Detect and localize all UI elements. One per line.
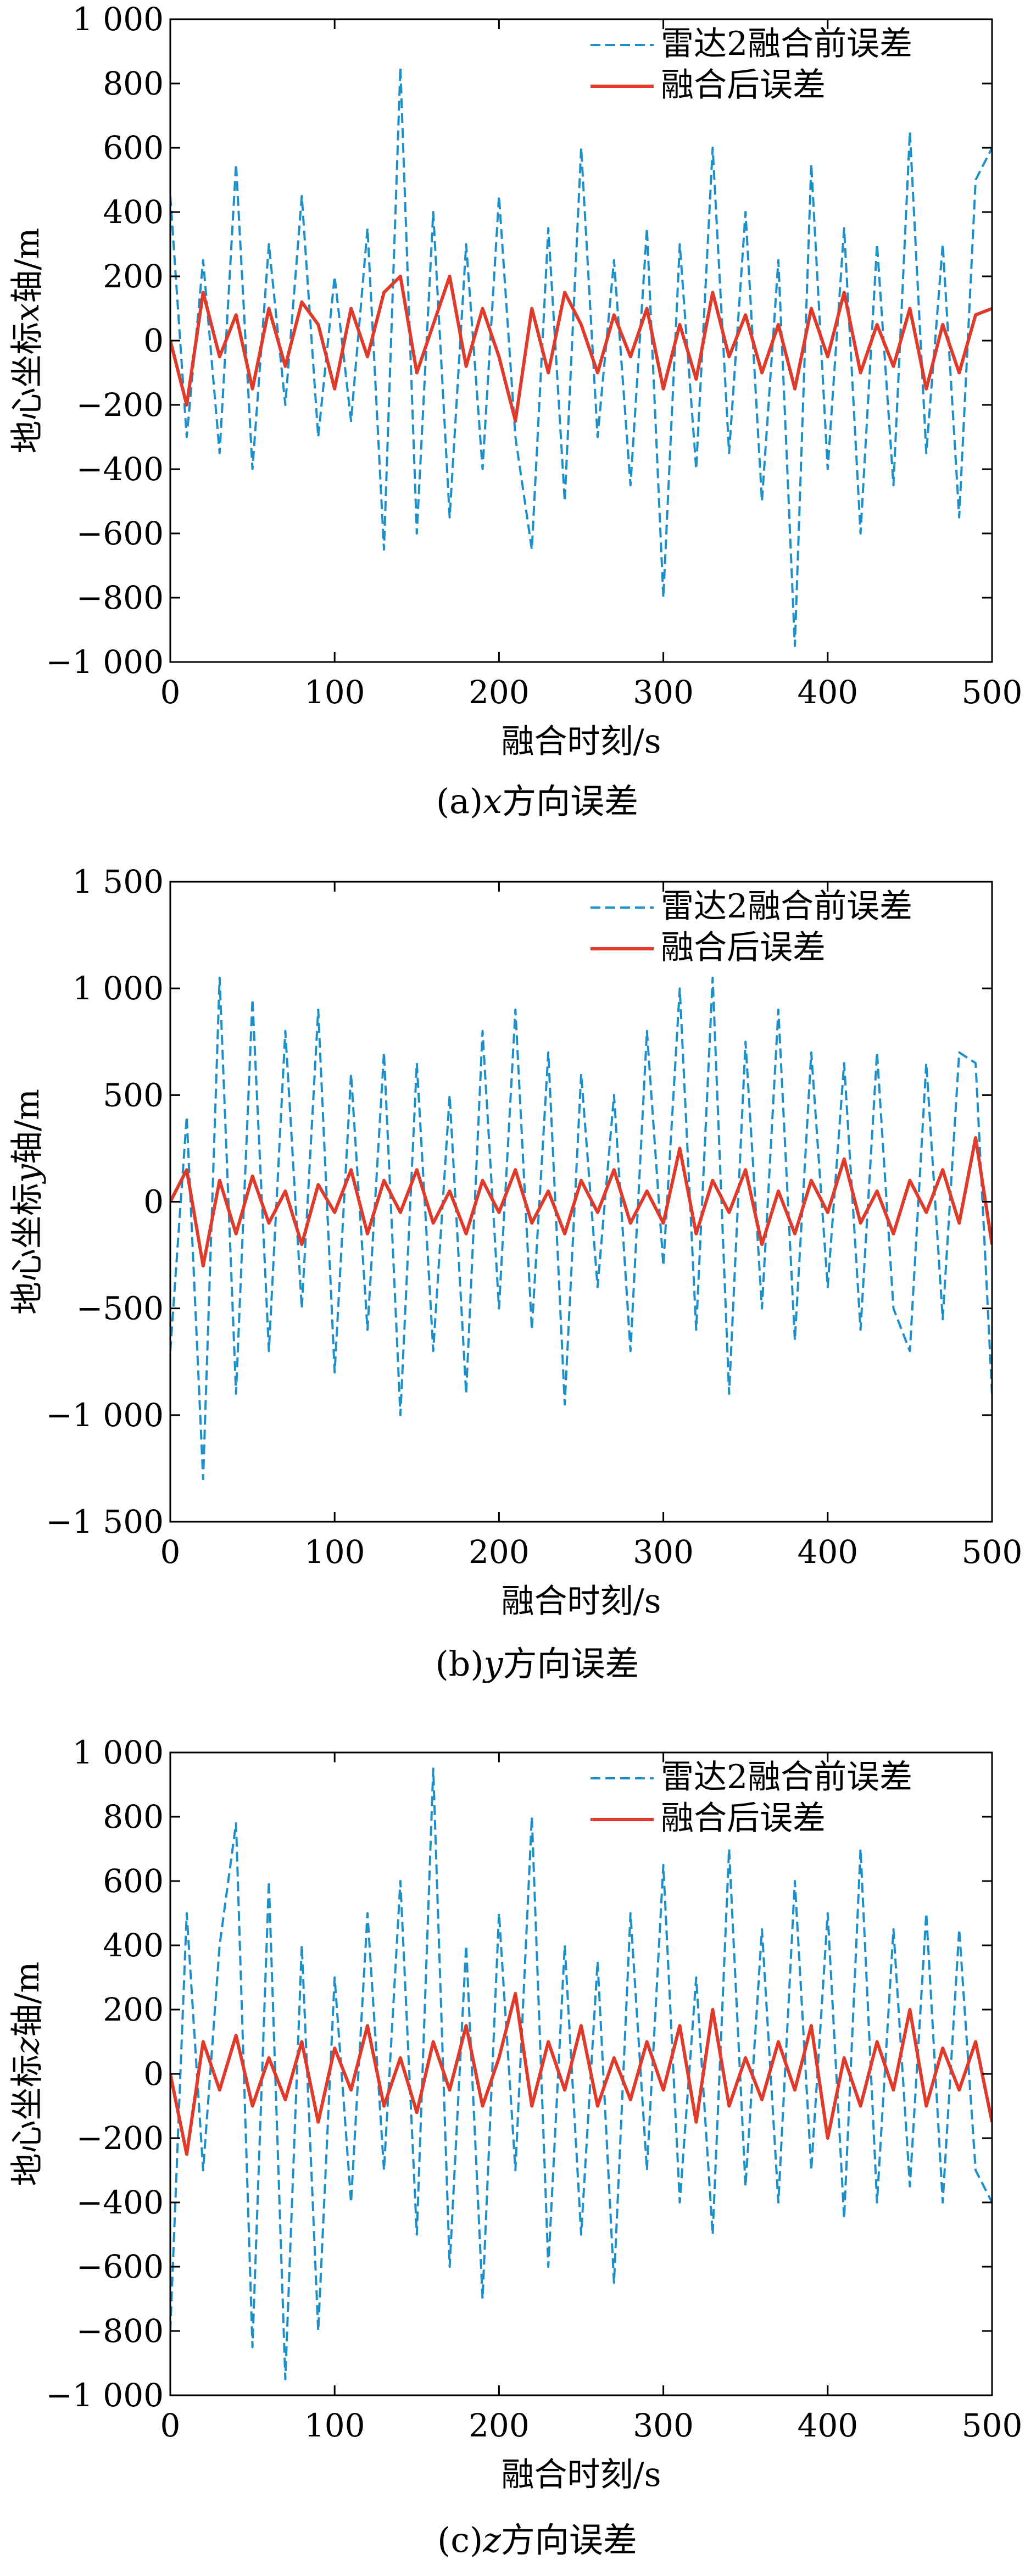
y-axis-label: 地心坐标z轴/m [8,1962,47,2186]
y-axis-label: 地心坐标x轴/m [8,228,47,454]
x-tick-label: 500 [962,2407,1023,2444]
y-tick-label: 500 [103,1076,164,1114]
y-axis-label-suffix: 轴/m [8,228,47,303]
y-tick-label: −800 [76,2312,164,2350]
caption-suffix: 方向误差 [501,2520,637,2560]
x-tick-label: 0 [160,674,181,711]
y-tick-label: 0 [143,322,164,359]
figure-caption: (a)x方向误差 [436,781,638,821]
y-tick-label: 400 [103,1927,164,1964]
caption-suffix: 方向误差 [503,1644,639,1684]
series-line-after-fusion [170,275,992,423]
y-tick-label: −200 [76,2119,164,2157]
chart-panel-z: 0 100 200 300 400 500 −1 000 −800 −600 −400 −200 0 2… [8,1734,1022,2560]
x-tick-label: 300 [633,674,694,711]
legend-label: 融合后误差 [661,66,826,104]
x-tick-label: 300 [633,1533,694,1571]
y-tick-label: −1 000 [46,1397,164,1434]
caption-prefix: (b) [435,1644,483,1684]
legend-label: 雷达2融合前误差 [661,1758,912,1796]
x-tick-label: 200 [469,674,530,711]
y-axis-label-prefix: 地心坐标 [8,2054,47,2186]
y-tick-label: −400 [76,2184,164,2221]
y-axis-label-suffix: 轴/m [8,1089,47,1164]
caption-suffix: 方向误差 [502,781,638,821]
x-tick-label: 500 [962,674,1023,711]
y-tick-label: 1 000 [73,1,164,38]
y-tick-label: 800 [103,1798,164,1835]
y-axis-label-suffix: 轴/m [8,1962,47,2037]
plot-area [170,66,992,647]
x-tick-label: 400 [797,674,858,711]
x-tick-label: 500 [962,1533,1023,1571]
y-tick-label: 0 [143,1183,164,1221]
y-tick-label: −1 000 [46,2377,164,2414]
x-tick-label: 100 [304,674,365,711]
legend-label: 雷达2融合前误差 [661,25,912,63]
x-tick-label: 400 [797,1533,858,1571]
x-tick-label: 400 [797,2407,858,2444]
x-tick-label: 200 [469,2407,530,2444]
y-tick-label: −500 [76,1290,164,1327]
y-axis-label-var: x [8,303,47,322]
series-line-radar2-before [170,976,992,1481]
y-tick-label: 200 [103,258,164,295]
y-axis-label-prefix: 地心坐标 [8,1183,47,1315]
caption-prefix: (a) [436,781,483,821]
x-tick-label: 100 [304,1533,365,1571]
y-tick-label: 0 [143,2055,164,2093]
x-tick-label: 0 [160,2407,181,2444]
y-tick-label: 600 [103,129,164,166]
y-tick-label: 1 000 [73,970,164,1007]
y-axis-label-prefix: 地心坐标 [8,321,47,453]
x-axis-label: 融合时刻/s [501,722,661,761]
x-axis-label: 融合时刻/s [501,2456,661,2494]
x-tick-label: 200 [469,1533,530,1571]
chart-panel-x: 0 100 200 300 400 500 −1 000 −800 −600 −400 −200 0 2… [8,1,1022,821]
figure-caption: (b)y方向误差 [435,1644,639,1684]
legend-label: 融合后误差 [661,1799,826,1838]
y-axis-label-var: z [8,2037,47,2055]
y-tick-label: 1 000 [73,1734,164,1771]
legend-label: 雷达2融合前误差 [661,887,912,926]
caption-var: y [482,1644,504,1684]
chart-panel-y: 0 100 200 300 400 500 −1 500 −1 000 −500 0 500 1 00… [8,863,1022,1684]
x-tick-label: 100 [304,2407,365,2444]
legend-label: 融合后误差 [661,928,826,967]
caption-prefix: (c) [437,2520,483,2560]
plot-area [170,1767,992,2380]
figure-caption: (c)z方向误差 [437,2520,637,2560]
series-line-radar2-before [170,66,992,647]
y-tick-label: −800 [76,579,164,616]
series-line-after-fusion [170,1991,992,2156]
y-tick-label: 600 [103,1862,164,1900]
y-tick-label: 400 [103,193,164,231]
y-axis-label-var: y [8,1164,47,1184]
axes-frame [169,881,993,1523]
caption-var: z [482,2520,501,2560]
y-tick-label: 200 [103,1991,164,2028]
x-tick-label: 300 [633,2407,694,2444]
x-axis-label: 融合时刻/s [501,1582,661,1621]
y-tick-label: −600 [76,515,164,552]
y-tick-label: 1 500 [73,863,164,900]
series-line-after-fusion [170,1136,992,1267]
y-tick-label: −1 000 [46,643,164,681]
x-tick-label: 0 [160,1533,181,1571]
caption-var: x [483,781,502,821]
y-tick-label: −600 [76,2248,164,2285]
y-tick-label: −200 [76,386,164,424]
y-axis-label: 地心坐标y轴/m [8,1089,47,1315]
y-tick-label: −1 500 [46,1503,164,1540]
plot-area [170,976,992,1481]
y-tick-label: 800 [103,65,164,102]
y-tick-label: −400 [76,450,164,488]
